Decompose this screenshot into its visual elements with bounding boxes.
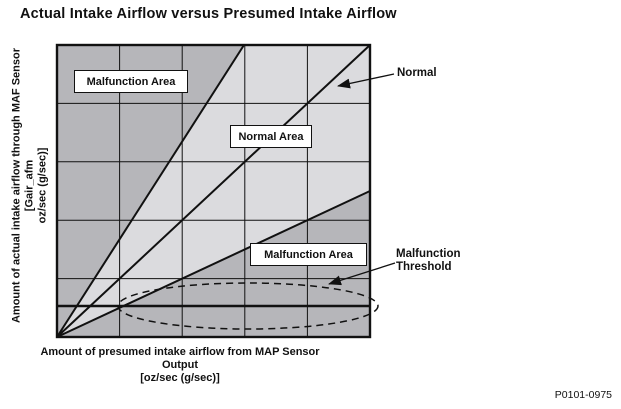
x-axis-label-line2: [oz/sec (g/sec)] <box>140 372 220 384</box>
grid-lines <box>57 45 370 337</box>
figure-title: Actual Intake Airflow versus Presumed In… <box>20 6 397 22</box>
threshold-callout-line1: Malfunction <box>396 248 461 260</box>
y-axis-label-line3: oz/sec (g/sec)] <box>36 147 49 224</box>
threshold-callout-label: Malfunction Threshold <box>396 248 461 274</box>
normal-callout-label: Normal <box>397 67 437 79</box>
threshold-callout-line2: Threshold <box>396 261 452 273</box>
y-axis-label-line2: [Gair_afm <box>23 159 36 212</box>
malfunction-area-label-bottom: Malfunction Area <box>250 243 367 266</box>
figure-part-number: P0101-0975 <box>554 389 612 401</box>
malfunction-area-label-top: Malfunction Area <box>74 70 188 93</box>
threshold-ellipse <box>117 282 379 330</box>
x-axis-label: Amount of presumed intake airflow from M… <box>25 346 335 385</box>
normal-area-label: Normal Area <box>230 125 312 148</box>
upper-boundary-line <box>56 44 245 338</box>
normal-line <box>56 44 371 338</box>
lower-boundary-line <box>56 190 371 338</box>
y-axis-label: Amount of actual intake airflow through … <box>11 31 50 341</box>
normal-arrow <box>337 73 395 89</box>
x-axis-label-line1: Amount of presumed intake airflow from M… <box>40 346 320 371</box>
threshold-arrow <box>328 262 396 286</box>
y-axis-label-line1: Amount of actual intake airflow through … <box>10 48 23 324</box>
